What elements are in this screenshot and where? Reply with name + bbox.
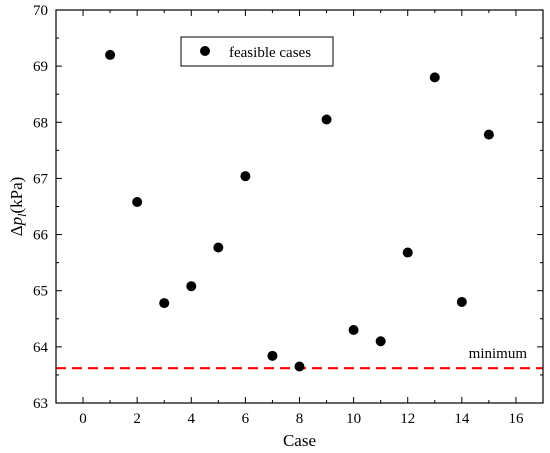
data-point — [294, 361, 305, 372]
data-point — [105, 49, 116, 60]
data-point — [402, 247, 413, 258]
data-point — [321, 114, 332, 125]
data-point — [267, 350, 278, 361]
legend-marker — [200, 46, 210, 56]
x-tick-label: 8 — [296, 411, 304, 427]
x-axis-title: Case — [283, 431, 316, 450]
data-point — [429, 72, 440, 83]
legend: feasible cases — [180, 36, 334, 67]
x-tick-label: 16 — [508, 411, 524, 427]
y-axis-title-prefix: Δ — [7, 225, 26, 236]
minimum-label: minimum — [469, 346, 528, 362]
y-tick-label: 69 — [33, 59, 48, 75]
data-point — [132, 197, 143, 208]
y-axis-title-unit: (kPa) — [7, 177, 26, 214]
data-point — [240, 171, 251, 182]
data-point — [456, 296, 467, 307]
data-point — [483, 129, 494, 140]
plot-frame — [55, 9, 544, 404]
x-tick-label: 2 — [133, 411, 141, 427]
legend-label: feasible cases — [229, 45, 311, 61]
y-tick-label: 68 — [33, 115, 48, 131]
x-tick-label: 12 — [400, 411, 415, 427]
y-tick-label: 63 — [33, 396, 48, 412]
data-point — [348, 325, 359, 336]
y-tick-label: 64 — [33, 340, 49, 356]
y-axis-title-subscript: l — [15, 213, 29, 217]
data-points-layer — [105, 49, 494, 372]
y-axis-title: Δpl(kPa) — [7, 177, 29, 237]
y-tick-label: 65 — [33, 284, 48, 300]
y-axis-ticks: 63 64 65 66 67 68 69 70 — [33, 3, 543, 412]
x-tick-label: 14 — [454, 411, 470, 427]
x-tick-label: 4 — [188, 411, 196, 427]
data-point — [186, 281, 197, 292]
y-axis-title-variable: p — [7, 217, 26, 227]
x-tick-label: 6 — [242, 411, 250, 427]
x-tick-label: 0 — [79, 411, 87, 427]
y-tick-label: 66 — [33, 228, 49, 244]
x-tick-label: 10 — [346, 411, 361, 427]
y-tick-label: 70 — [33, 3, 48, 19]
data-point — [375, 336, 386, 347]
y-tick-label: 67 — [33, 171, 49, 187]
data-point — [159, 298, 170, 309]
x-axis-ticks: 0 2 4 6 8 10 12 14 16 — [55, 10, 544, 427]
data-point — [213, 242, 224, 253]
